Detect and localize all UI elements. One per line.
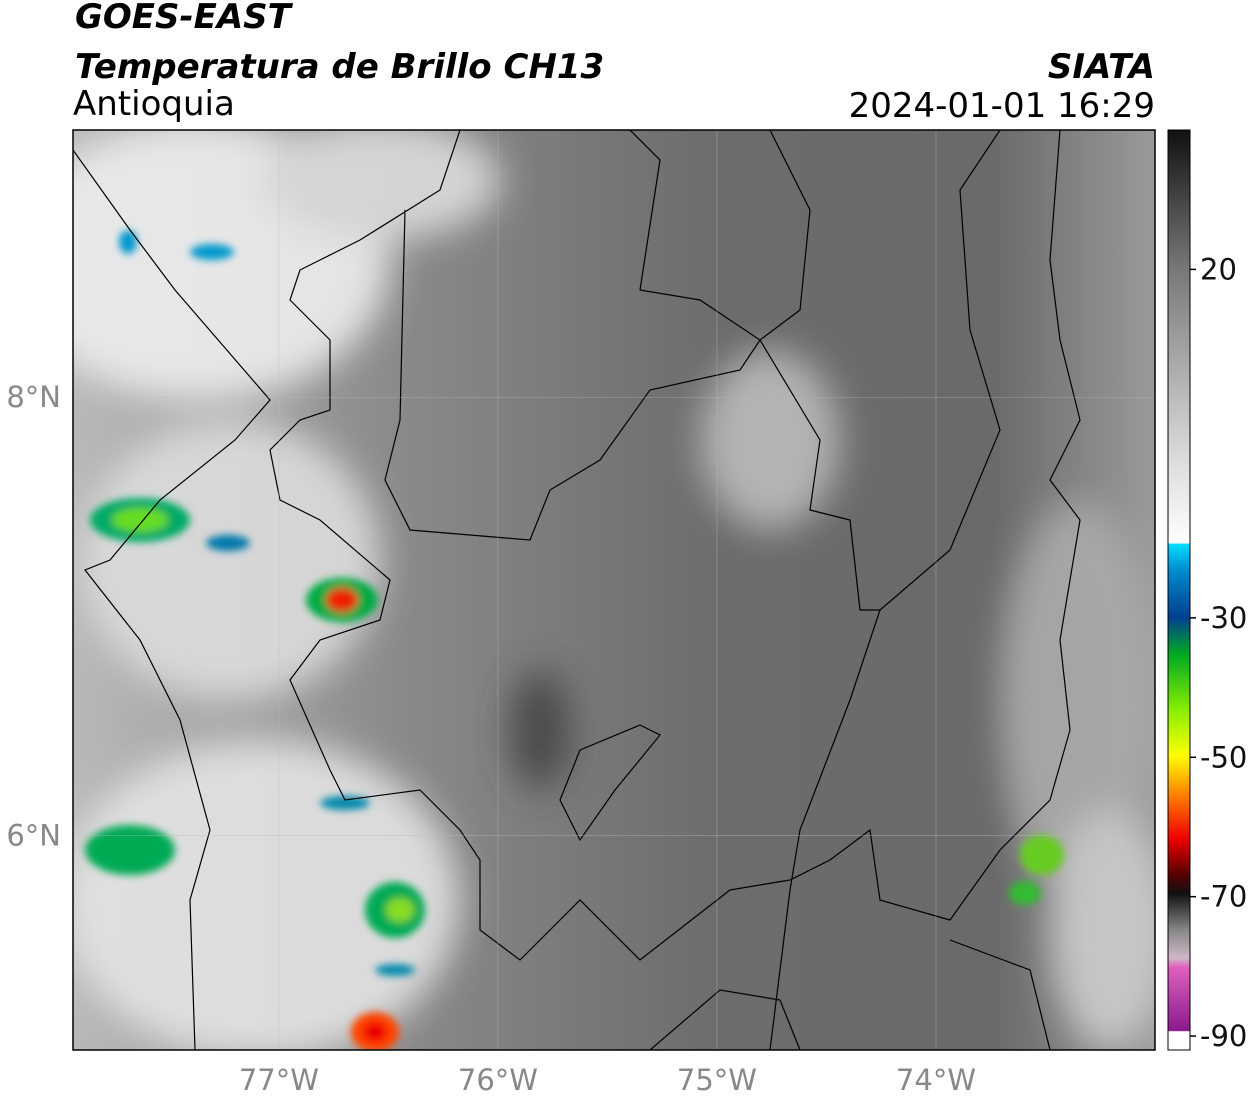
colorbar-tick-label: 20 [1200,252,1237,286]
x-tick-label: 77°W [239,1063,319,1097]
colorbar-tick-label: -50 [1200,740,1247,774]
x-tick-label: 76°W [458,1063,538,1097]
colorbar-tick-label: -70 [1200,880,1247,914]
region: Antioquia [73,84,235,124]
y-tick-label: 8°N [6,380,61,414]
map-frame [72,129,1156,1051]
subtitle: Temperatura de Brillo CH13 [75,47,604,87]
x-tick-label: 75°W [677,1063,757,1097]
colorbar-tick-label: -30 [1200,601,1247,635]
colorbar-tick-label: -90 [1200,1019,1247,1053]
satellite-image [73,130,1155,1050]
grid [73,130,1155,1050]
datetime: 2024-01-01 16:29 [849,86,1155,126]
source: SIATA [1048,47,1155,87]
title: GOES-EAST [75,0,294,37]
x-tick-label: 74°W [896,1063,976,1097]
y-tick-label: 6°N [6,818,61,852]
colorbar [1167,129,1191,1051]
